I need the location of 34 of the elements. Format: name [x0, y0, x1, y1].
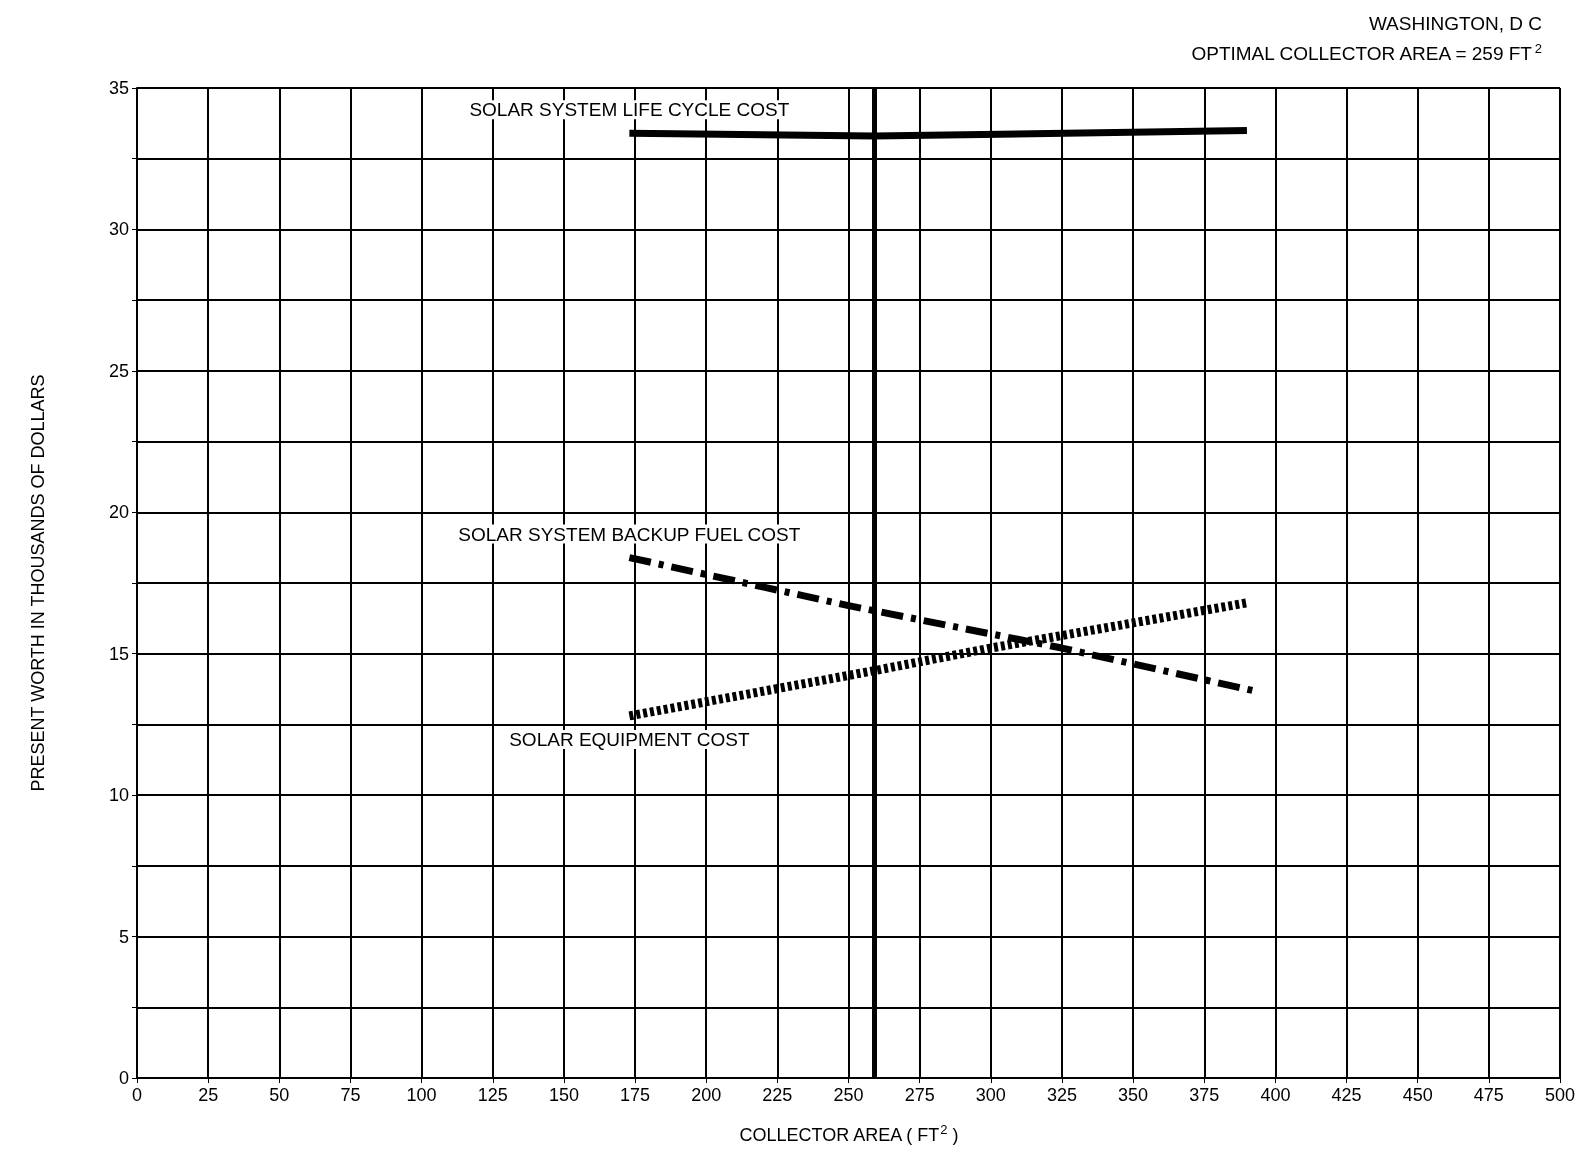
x-tick-label: 300 — [975, 1085, 1006, 1105]
y-tick-label: 10 — [108, 785, 129, 806]
x-tick-label: 50 — [269, 1085, 290, 1105]
y-tick-label: 5 — [118, 926, 129, 947]
x-tick-label: 275 — [904, 1085, 935, 1105]
x-tick-label: 250 — [833, 1085, 864, 1105]
text: WASHINGTON, D C — [1368, 13, 1543, 34]
x-tick-label: 125 — [477, 1085, 508, 1105]
x-tick-label: 200 — [691, 1085, 722, 1105]
x-tick-label: 100 — [406, 1085, 437, 1105]
y-tick-label: 25 — [108, 360, 129, 381]
series-label: SOLAR EQUIPMENT COST — [509, 728, 750, 750]
x-tick-label: 375 — [1189, 1085, 1220, 1105]
y-axis-title: PRESENT WORTH IN THOUSANDS OF DOLLARS — [28, 374, 48, 792]
x-tick-label: 0 — [131, 1085, 143, 1105]
series-label: SOLAR SYSTEM BACKUP FUEL COST — [458, 523, 801, 545]
x-tick-label: 25 — [198, 1085, 219, 1105]
x-tick-label: 325 — [1046, 1085, 1077, 1105]
x-tick-label: 425 — [1331, 1085, 1362, 1105]
x-tick-label: 75 — [340, 1085, 361, 1105]
x-tick-label: 225 — [762, 1085, 793, 1105]
x-tick-label: 400 — [1260, 1085, 1291, 1105]
y-tick-label: 35 — [108, 78, 129, 98]
y-tick-label: 0 — [118, 1068, 129, 1088]
y-tick-label: 30 — [108, 219, 129, 240]
x-tick-label: 450 — [1402, 1085, 1433, 1105]
x-tick-label: 350 — [1118, 1085, 1149, 1105]
x-tick-label: 500 — [1544, 1085, 1576, 1105]
x-tick-label: 475 — [1473, 1085, 1504, 1105]
y-tick-label: 20 — [108, 502, 129, 523]
x-tick-label: 150 — [548, 1085, 579, 1105]
y-tick-label: 15 — [108, 643, 129, 664]
series-label: SOLAR SYSTEM LIFE CYCLE COST — [469, 99, 790, 121]
x-tick-label: 175 — [620, 1085, 651, 1105]
